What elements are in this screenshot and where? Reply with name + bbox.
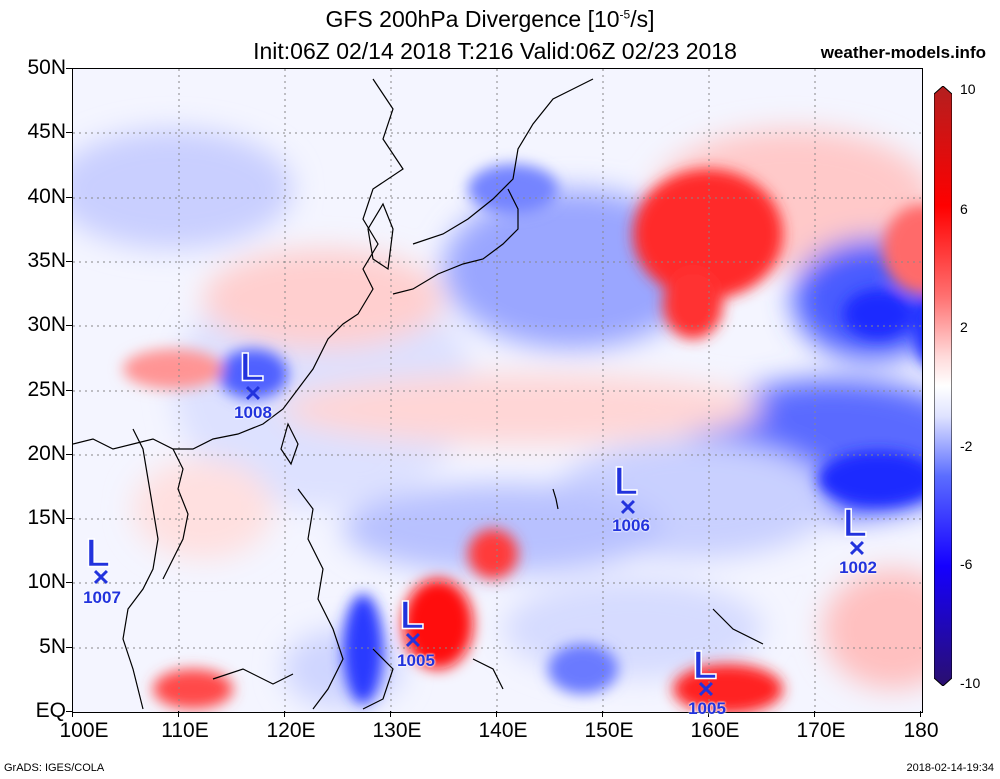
lat-label-30n: 30N [27, 313, 66, 336]
low-center-icon: ✕ [91, 565, 111, 590]
low-marker-letter: L [85, 531, 111, 577]
low-center-icon: ✕ [403, 628, 423, 653]
lon-label-100e: 100E [59, 719, 109, 742]
lat-tick [66, 647, 72, 648]
colorbar-label: -10 [960, 675, 981, 691]
lon-tick [814, 711, 815, 717]
lat-label-20n: 20N [27, 442, 66, 465]
lat-label-35n: 35N [27, 249, 66, 272]
low-center-icon: ✕ [696, 677, 716, 702]
lon-tick [178, 711, 179, 717]
map-panel [72, 68, 923, 713]
lat-tick [66, 582, 72, 583]
lat-label-40n: 40N [27, 185, 66, 208]
lon-tick [708, 711, 709, 717]
low-marker-letter: L [239, 345, 265, 391]
footer-credit: GrADS: IGES/COLA [4, 762, 105, 774]
lon-tick [602, 711, 603, 717]
lat-label-15n: 15N [27, 506, 66, 529]
colorbar [934, 86, 952, 686]
lat-tick [66, 197, 72, 198]
low-pressure-value: 1002 [839, 558, 877, 577]
lat-label-50n: 50N [27, 56, 66, 79]
lon-label-170e: 170E [796, 719, 846, 742]
title-unit: /s] [630, 6, 655, 32]
low-pressure-value: 1007 [83, 588, 121, 607]
low-center-icon: ✕ [243, 381, 263, 406]
low-marker-letter: L [842, 501, 868, 547]
low-center-icon: ✕ [618, 495, 638, 520]
title-exponent: -5 [619, 7, 631, 22]
low-marker-letter: L [399, 593, 425, 639]
lon-tick [920, 711, 921, 717]
site-name: weather-models.info [820, 43, 986, 62]
lat-tick [66, 325, 72, 326]
lat-tick [66, 518, 72, 519]
lon-label-180: 180 [903, 719, 939, 742]
grid-lines [73, 69, 922, 712]
lat-label-eq: EQ [35, 699, 66, 722]
lat-label-10n: 10N [27, 570, 66, 593]
low-pressure-value: 1006 [612, 516, 650, 535]
lon-tick [284, 711, 285, 717]
lat-tick [66, 68, 72, 69]
chart-title: GFS 200hPa Divergence [10-5/s] [200, 6, 780, 33]
lon-tick [390, 711, 391, 717]
lat-tick [66, 261, 72, 262]
low-pressure-value: 1008 [234, 403, 272, 422]
lat-label-45n: 45N [27, 120, 66, 143]
lat-tick [66, 454, 72, 455]
lat-tick [66, 711, 72, 712]
low-pressure-value: 1005 [688, 699, 726, 718]
colorbar-label: 2 [960, 319, 968, 335]
lon-label-140e: 140E [478, 719, 528, 742]
lon-label-120e: 120E [266, 719, 316, 742]
title-text: GFS 200hPa Divergence [10 [325, 6, 620, 32]
colorbar-label: 10 [960, 81, 976, 97]
lat-tick [66, 132, 72, 133]
lon-label-130e: 130E [372, 719, 422, 742]
lat-label-5n: 5N [39, 635, 66, 658]
colorbar-label: -6 [960, 556, 973, 572]
low-center-icon: ✕ [847, 536, 867, 561]
coastlines [73, 78, 764, 710]
lat-tick [66, 390, 72, 391]
low-marker-letter: L [613, 459, 639, 505]
lon-tick [496, 711, 497, 717]
low-marker-letter: L [692, 643, 718, 689]
lon-label-150e: 150E [584, 719, 634, 742]
colorbar-label: 6 [960, 201, 968, 217]
colorbar-label: -2 [960, 438, 973, 454]
lon-label-110e: 110E [161, 719, 209, 742]
footer-timestamp: 2018-02-14-19:34 [906, 762, 994, 774]
lon-tick [72, 711, 73, 717]
chart-subtitle: Init:06Z 02/14 2018 T:216 Valid:06Z 02/2… [253, 38, 737, 64]
lon-label-160e: 160E [690, 719, 740, 742]
divergence-field [73, 69, 922, 712]
low-pressure-value: 1005 [397, 651, 435, 670]
lat-label-25n: 25N [27, 378, 66, 401]
